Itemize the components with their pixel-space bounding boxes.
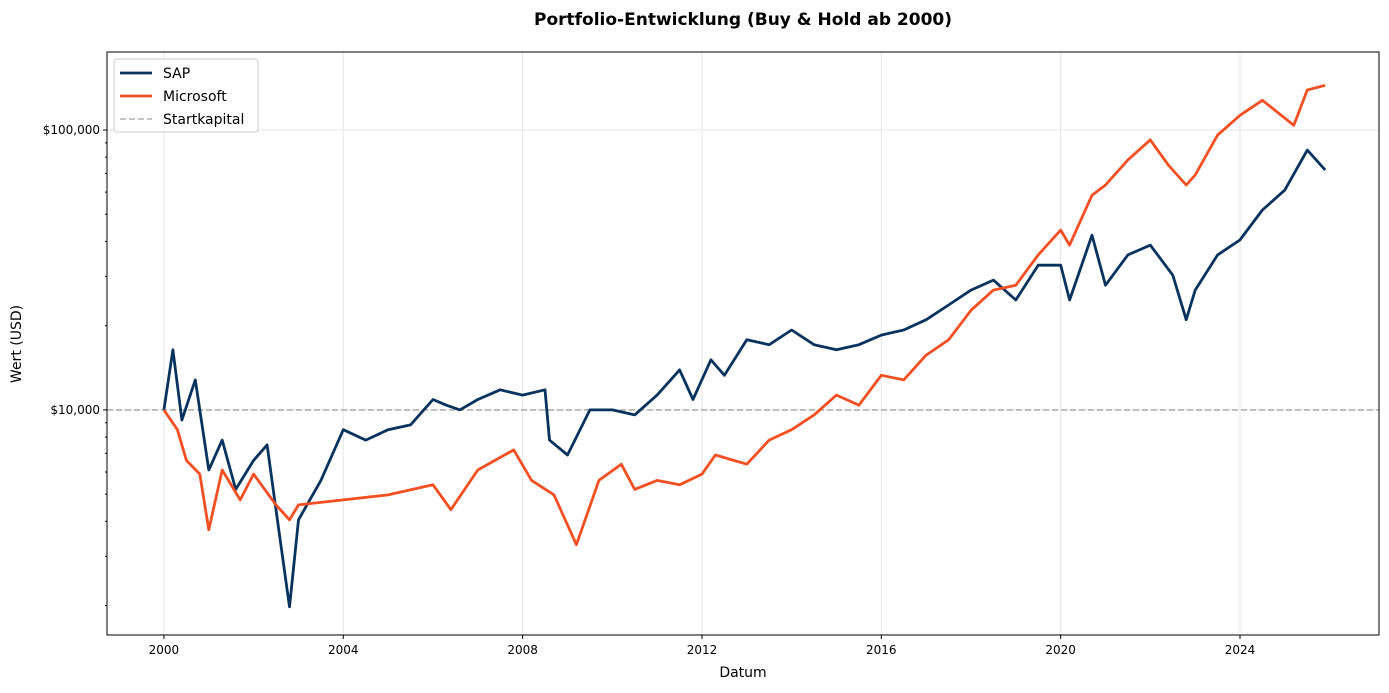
x-axis: 2000 2004 2008 2012 2016 2020 2024 [149,635,1256,657]
y-tick-label: $10,000 [50,403,100,417]
grid [107,52,1379,635]
y-axis: $10,000 $100,000 [43,123,107,607]
y-tick-label: $100,000 [43,123,100,137]
legend-label: SAP [163,66,190,82]
series-line-sap [162,148,1327,609]
x-tick-label: 2012 [687,643,718,657]
legend-label: Startkapital [163,112,244,128]
legend: SAP Microsoft Startkapital [113,58,259,133]
x-tick-label: 2024 [1225,643,1256,657]
x-tick-label: 2004 [328,643,359,657]
legend-box [113,58,259,133]
plot-area [107,83,1379,609]
x-tick-label: 2016 [866,643,897,657]
x-axis-label: Datum [719,665,766,681]
y-axis-label: Wert (USD) [9,305,25,383]
chart-title: Portfolio-Entwicklung (Buy & Hold ab 200… [534,10,952,30]
axes-frame [106,51,1380,636]
legend-label: Microsoft [163,89,227,105]
x-tick-label: 2000 [149,643,180,657]
series-line-microsoft [162,83,1326,547]
x-tick-label: 2020 [1045,643,1076,657]
x-tick-label: 2008 [507,643,538,657]
